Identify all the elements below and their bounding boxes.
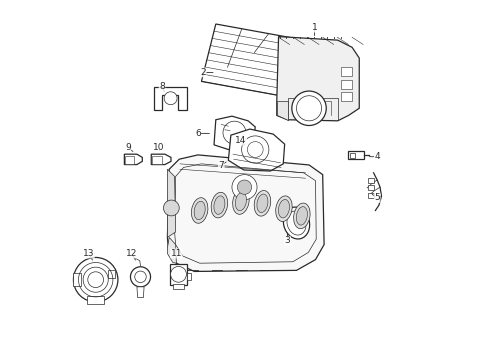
Bar xyxy=(367,178,373,183)
Text: 9: 9 xyxy=(125,143,131,152)
Text: 11: 11 xyxy=(170,249,182,258)
Bar xyxy=(152,156,162,163)
Ellipse shape xyxy=(213,196,224,214)
Bar xyxy=(173,284,183,289)
Text: 7: 7 xyxy=(218,161,224,170)
Polygon shape xyxy=(276,37,359,121)
Polygon shape xyxy=(214,116,255,149)
Ellipse shape xyxy=(278,199,289,218)
Bar xyxy=(125,156,134,163)
Polygon shape xyxy=(167,169,175,237)
Bar xyxy=(341,92,351,101)
Text: 3: 3 xyxy=(284,237,290,246)
Polygon shape xyxy=(167,155,324,271)
Circle shape xyxy=(73,257,118,302)
Ellipse shape xyxy=(232,189,249,214)
Bar xyxy=(341,80,351,89)
Circle shape xyxy=(223,121,245,144)
Text: 12: 12 xyxy=(125,249,137,258)
Polygon shape xyxy=(228,129,284,171)
Polygon shape xyxy=(167,237,176,263)
Ellipse shape xyxy=(286,211,305,235)
Ellipse shape xyxy=(191,198,207,223)
Circle shape xyxy=(291,91,325,126)
Circle shape xyxy=(231,175,257,200)
Text: 14: 14 xyxy=(235,136,246,145)
Bar xyxy=(348,151,363,159)
Circle shape xyxy=(237,180,251,194)
Bar xyxy=(187,273,191,280)
Polygon shape xyxy=(124,154,142,165)
Text: 2: 2 xyxy=(200,68,205,77)
Polygon shape xyxy=(154,87,187,110)
Text: 8: 8 xyxy=(159,82,164,91)
Text: 1: 1 xyxy=(311,23,317,32)
Text: 6: 6 xyxy=(195,129,201,138)
Text: 10: 10 xyxy=(152,143,164,152)
Ellipse shape xyxy=(254,190,270,216)
Ellipse shape xyxy=(211,192,227,218)
Bar xyxy=(87,296,104,304)
Ellipse shape xyxy=(293,203,309,229)
Text: 4: 4 xyxy=(374,152,379,161)
Text: 13: 13 xyxy=(82,249,94,258)
Ellipse shape xyxy=(235,192,246,211)
Polygon shape xyxy=(107,270,115,278)
Circle shape xyxy=(170,266,186,282)
Bar xyxy=(301,209,308,213)
Bar xyxy=(349,153,354,158)
Ellipse shape xyxy=(283,207,309,239)
Circle shape xyxy=(241,136,268,163)
Polygon shape xyxy=(137,287,144,298)
Circle shape xyxy=(130,267,150,287)
Bar xyxy=(367,185,373,190)
Circle shape xyxy=(247,141,263,157)
Polygon shape xyxy=(73,273,81,286)
Circle shape xyxy=(164,92,177,105)
Bar xyxy=(169,264,187,285)
Ellipse shape xyxy=(194,201,205,220)
Bar xyxy=(341,67,351,76)
Circle shape xyxy=(163,200,179,216)
Polygon shape xyxy=(276,101,287,120)
Ellipse shape xyxy=(296,207,307,225)
Polygon shape xyxy=(201,24,294,96)
Ellipse shape xyxy=(256,194,267,212)
Text: 5: 5 xyxy=(373,193,379,202)
Ellipse shape xyxy=(275,196,292,221)
Circle shape xyxy=(296,96,321,121)
Bar xyxy=(367,193,373,198)
Polygon shape xyxy=(151,154,171,165)
Circle shape xyxy=(135,271,146,283)
